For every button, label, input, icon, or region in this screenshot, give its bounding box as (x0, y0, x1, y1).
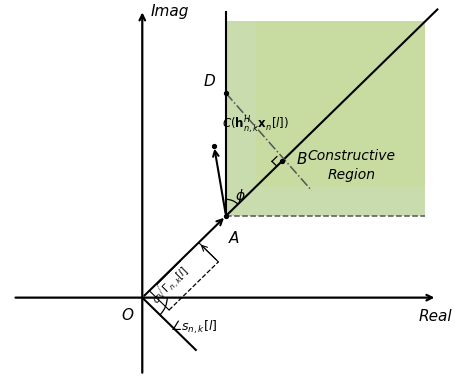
Text: $\angle s_{n,k}[l]$: $\angle s_{n,k}[l]$ (170, 319, 217, 336)
Polygon shape (255, 21, 425, 187)
Text: Real: Real (418, 309, 451, 324)
Polygon shape (226, 21, 425, 216)
Text: $O$: $O$ (121, 307, 134, 323)
Text: $B$: $B$ (295, 151, 307, 168)
Text: $D$: $D$ (202, 73, 216, 89)
Text: Imag: Imag (150, 4, 188, 19)
Text: $\phi$: $\phi$ (234, 187, 245, 205)
Text: $A$: $A$ (228, 230, 239, 246)
Text: Constructive
Region: Constructive Region (307, 149, 394, 182)
Text: $C(\mathbf{h}_{n,k}^{H}\mathbf{x}_{n}[l])$: $C(\mathbf{h}_{n,k}^{H}\mathbf{x}_{n}[l]… (222, 114, 288, 136)
Text: $\sigma\sqrt{\Gamma_{n,k}[l]}$: $\sigma\sqrt{\Gamma_{n,k}[l]}$ (145, 260, 194, 308)
